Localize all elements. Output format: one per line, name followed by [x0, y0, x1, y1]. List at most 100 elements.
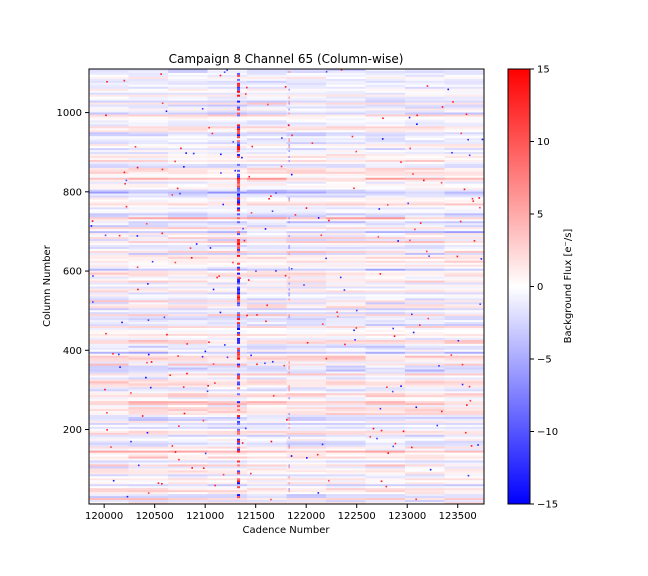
heatmap-cell — [89, 244, 129, 248]
heatmap-cell — [128, 270, 169, 273]
heatmap-cell — [247, 464, 287, 467]
heatmap-cell — [237, 197, 241, 200]
heatmap-cell — [326, 159, 366, 163]
heatmap-cell — [207, 138, 248, 141]
heatmap-cell — [247, 482, 287, 485]
heatmap-cell — [168, 126, 208, 129]
heatmap-cell — [444, 375, 485, 378]
heatmap-cell — [365, 438, 406, 442]
heatmap-cell — [128, 258, 169, 262]
heatmap-cell — [444, 415, 485, 418]
heatmap-cell — [365, 403, 406, 406]
heatmap-cell — [168, 128, 208, 131]
heatmap-cell — [465, 113, 468, 116]
heatmap-cell — [438, 365, 440, 367]
heatmap-cell — [286, 179, 327, 183]
heatmap-cell — [89, 385, 129, 388]
heatmap-cell — [365, 387, 406, 390]
heatmap-cell — [444, 482, 485, 485]
heatmap-cell — [237, 108, 241, 111]
y-tick-label: 600 — [63, 267, 82, 278]
heatmap-cell — [128, 399, 169, 402]
heatmap-cell — [207, 456, 248, 459]
heatmap-cell — [247, 90, 287, 94]
heatmap-cell — [128, 156, 169, 159]
heatmap-cell — [247, 434, 287, 438]
heatmap-cell — [168, 167, 208, 171]
heatmap-cell — [207, 409, 248, 412]
heatmap-cell — [207, 197, 248, 200]
heatmap-cell — [207, 165, 248, 169]
heatmap-cell — [128, 407, 169, 410]
heatmap-cell — [128, 177, 169, 181]
heatmap-cell — [286, 389, 327, 392]
heatmap-cell — [365, 120, 406, 123]
heatmap-cell — [89, 154, 129, 157]
heatmap-cell — [444, 248, 485, 252]
heatmap-cell — [405, 502, 445, 505]
heatmap-cell — [128, 476, 169, 479]
heatmap-cell — [207, 302, 248, 305]
heatmap-cell — [128, 450, 169, 453]
heatmap-cell — [365, 110, 406, 113]
heatmap-cell — [405, 132, 445, 135]
heatmap-cell — [405, 148, 445, 151]
heatmap-cell — [89, 426, 129, 430]
heatmap-cell — [128, 169, 169, 173]
heatmap-cell — [288, 314, 290, 317]
heatmap-cell — [444, 426, 485, 430]
heatmap-cell — [207, 163, 248, 167]
heatmap-cell — [444, 502, 485, 505]
heatmap-cell — [326, 69, 366, 72]
heatmap-cell — [168, 409, 208, 412]
heatmap-cell — [405, 448, 445, 451]
heatmap-cell — [379, 407, 382, 410]
heatmap-cell — [444, 288, 485, 291]
heatmap-cell — [444, 274, 485, 277]
heatmap-cell — [168, 456, 208, 459]
heatmap-cell — [247, 290, 287, 293]
heatmap-cell — [405, 381, 445, 384]
heatmap-cell — [168, 440, 208, 444]
heatmap-cell — [128, 308, 169, 311]
heatmap-cell — [207, 417, 248, 420]
heatmap-cell — [405, 464, 445, 467]
heatmap-cell — [288, 100, 290, 103]
heatmap-cell — [207, 401, 248, 404]
heatmap-cell — [168, 472, 208, 475]
heatmap-cell — [207, 375, 248, 378]
heatmap-cell — [365, 159, 406, 163]
heatmap-cell — [168, 476, 208, 479]
heatmap-cell — [365, 286, 406, 289]
heatmap-cell — [365, 165, 406, 169]
heatmap-cell — [168, 284, 208, 287]
heatmap-cell — [248, 175, 251, 178]
heatmap-cell — [168, 413, 208, 416]
heatmap-cell — [444, 292, 485, 295]
heatmap-cell — [405, 88, 445, 92]
heatmap-cell — [326, 185, 366, 188]
heatmap-cell — [365, 343, 406, 347]
heatmap-cell — [89, 227, 129, 230]
heatmap-cell — [444, 181, 485, 184]
heatmap-cell — [237, 494, 241, 497]
heatmap-cell — [207, 211, 248, 214]
heatmap-cell — [207, 132, 248, 135]
heatmap-cell — [405, 484, 445, 487]
heatmap-cell — [207, 268, 248, 271]
heatmap-cell — [247, 470, 287, 473]
heatmap-cell — [128, 223, 169, 226]
heatmap-cell — [207, 397, 248, 400]
heatmap-cell — [247, 418, 287, 422]
heatmap-cell — [326, 482, 366, 485]
heatmap-cell — [89, 215, 129, 218]
heatmap-cell — [365, 70, 406, 74]
heatmap-cell — [128, 381, 169, 384]
heatmap-cell — [247, 326, 287, 329]
heatmap-cell — [326, 391, 366, 394]
heatmap-cell — [326, 96, 366, 99]
heatmap-cell — [237, 428, 241, 432]
heatmap-cell — [89, 161, 129, 165]
heatmap-cell — [207, 488, 248, 491]
heatmap-cell — [365, 69, 406, 72]
